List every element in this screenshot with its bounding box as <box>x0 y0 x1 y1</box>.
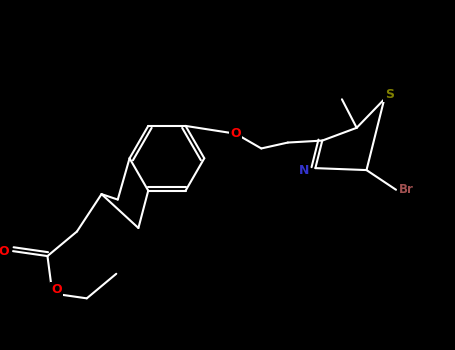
Text: S: S <box>384 88 394 101</box>
Text: O: O <box>230 127 241 140</box>
Text: O: O <box>0 245 9 258</box>
Text: N: N <box>298 163 309 177</box>
Text: O: O <box>51 283 61 296</box>
Text: Br: Br <box>399 183 413 196</box>
